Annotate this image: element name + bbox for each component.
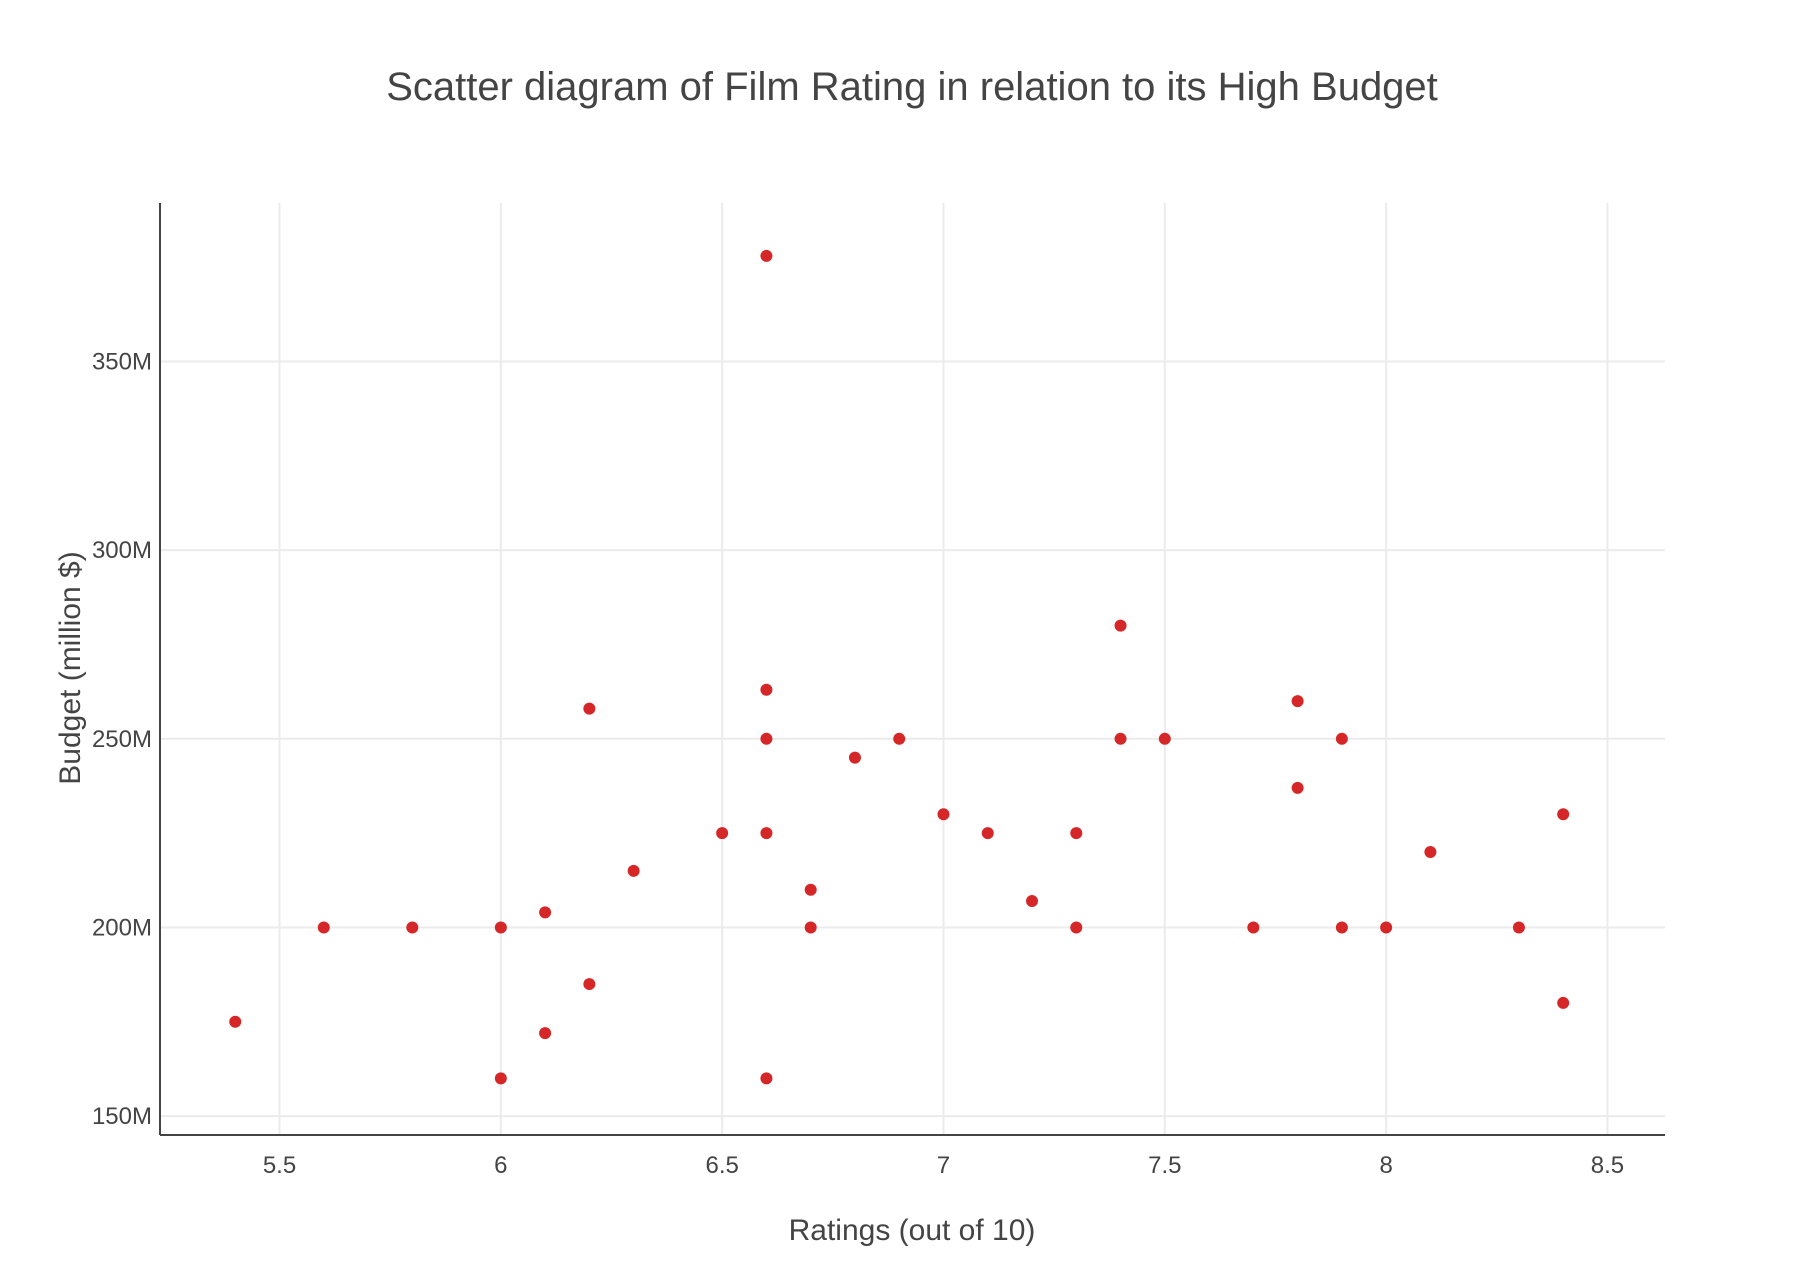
x-tick-label: 8 — [1379, 1152, 1392, 1179]
data-point[interactable] — [1247, 921, 1260, 934]
data-point[interactable] — [760, 732, 773, 745]
data-point[interactable] — [583, 978, 596, 991]
data-point[interactable] — [494, 921, 507, 934]
tick-labels: 5.5 6 6.5 7 7.5 8 8.5 150M 200M 250M 300M 350M — [92, 348, 1624, 1179]
data-point[interactable] — [1158, 732, 1171, 745]
x-tick-label: 8.5 — [1591, 1152, 1624, 1179]
x-tick-label: 7.5 — [1148, 1152, 1181, 1179]
data-point[interactable] — [1335, 921, 1348, 934]
data-point[interactable] — [1335, 732, 1348, 745]
x-tick-label: 6.5 — [705, 1152, 738, 1179]
x-axis-title: Ratings (out of 10) — [789, 1214, 1036, 1247]
data-point[interactable] — [1114, 732, 1127, 745]
data-point[interactable] — [1070, 921, 1083, 934]
data-point[interactable] — [317, 921, 330, 934]
x-tick-label: 7 — [937, 1152, 950, 1179]
data-point[interactable] — [494, 1072, 507, 1085]
data-point[interactable] — [539, 906, 552, 919]
data-point[interactable] — [937, 808, 950, 821]
y-tick-label: 250M — [92, 726, 152, 753]
y-tick-label: 300M — [92, 537, 152, 564]
y-axis-title: Budget (million $) — [54, 551, 87, 784]
data-point[interactable] — [804, 883, 817, 896]
data-point[interactable] — [1380, 921, 1393, 934]
data-point[interactable] — [1291, 695, 1304, 708]
data-point[interactable] — [1291, 781, 1304, 794]
data-point[interactable] — [760, 683, 773, 696]
data-point[interactable] — [1557, 996, 1570, 1009]
data-point[interactable] — [760, 827, 773, 840]
data-point[interactable] — [716, 827, 729, 840]
chart-title: Scatter diagram of Film Rating in relati… — [386, 65, 1438, 109]
data-point[interactable] — [627, 864, 640, 877]
data-point[interactable] — [1114, 619, 1127, 632]
y-tick-label: 200M — [92, 914, 152, 941]
data-points — [229, 249, 1570, 1085]
data-point[interactable] — [804, 921, 817, 934]
y-tick-label: 350M — [92, 348, 152, 375]
data-point[interactable] — [1557, 808, 1570, 821]
y-tick-label: 150M — [92, 1103, 152, 1130]
data-point[interactable] — [893, 732, 906, 745]
data-point[interactable] — [1424, 846, 1437, 859]
x-tick-label: 5.5 — [263, 1152, 296, 1179]
data-point[interactable] — [1070, 827, 1083, 840]
data-point[interactable] — [981, 827, 994, 840]
data-point[interactable] — [583, 702, 596, 715]
axes — [159, 203, 1665, 1136]
data-point[interactable] — [760, 249, 773, 262]
x-tick-label: 6 — [494, 1152, 507, 1179]
data-point[interactable] — [229, 1015, 242, 1028]
data-point[interactable] — [406, 921, 419, 934]
data-point[interactable] — [1026, 895, 1039, 908]
data-point[interactable] — [1512, 921, 1525, 934]
data-point[interactable] — [760, 1072, 773, 1085]
data-point[interactable] — [848, 751, 861, 764]
data-point[interactable] — [539, 1027, 552, 1040]
grid-lines — [160, 203, 1665, 1135]
